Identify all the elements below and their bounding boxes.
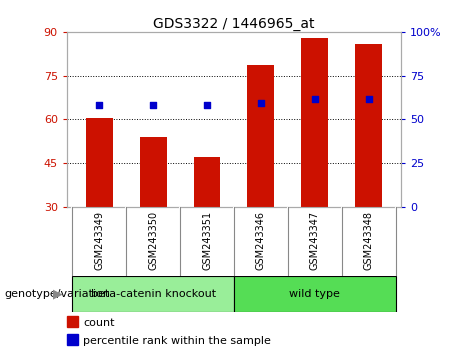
Point	[365, 96, 372, 102]
Text: beta-catenin knockout: beta-catenin knockout	[90, 289, 216, 299]
Bar	[234, 276, 396, 312]
Text: GSM243350: GSM243350	[148, 211, 158, 270]
Point	[311, 96, 319, 102]
Bar	[86, 118, 112, 207]
Title: GDS3322 / 1446965_at: GDS3322 / 1446965_at	[153, 17, 315, 31]
Text: genotype/variation: genotype/variation	[5, 289, 111, 299]
Point	[203, 102, 211, 108]
Bar	[72, 276, 234, 312]
Text: wild type: wild type	[290, 289, 340, 299]
Bar	[248, 65, 274, 207]
Text: GSM243349: GSM243349	[94, 211, 104, 269]
Text: GSM243348: GSM243348	[364, 211, 374, 269]
Bar	[194, 158, 220, 207]
Bar	[140, 137, 166, 207]
Bar	[355, 44, 382, 207]
Point	[257, 101, 265, 106]
Point	[95, 102, 103, 108]
Text: percentile rank within the sample: percentile rank within the sample	[83, 336, 271, 346]
Text: count: count	[83, 318, 114, 328]
Text: ▶: ▶	[53, 287, 62, 300]
Text: GSM243347: GSM243347	[310, 211, 320, 270]
Point	[149, 102, 157, 108]
Text: GSM243346: GSM243346	[256, 211, 266, 269]
Bar	[301, 38, 328, 207]
Text: GSM243351: GSM243351	[202, 211, 212, 270]
